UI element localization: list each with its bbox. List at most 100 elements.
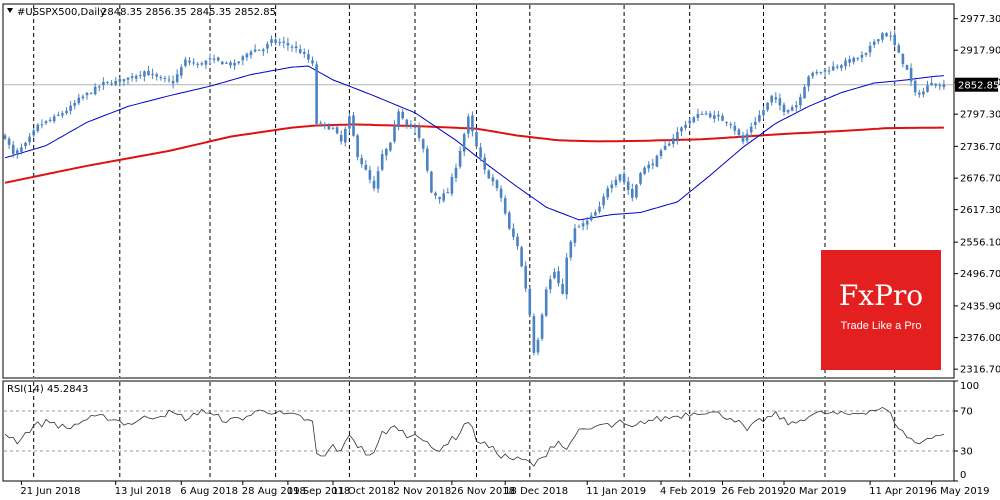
candle (704, 110, 708, 116)
candle (688, 118, 691, 127)
candle-body (442, 193, 445, 201)
candle (200, 61, 204, 67)
candle (417, 122, 421, 142)
candle (159, 75, 163, 81)
candle (114, 77, 117, 86)
candle-body (713, 115, 716, 119)
menu-triangle-icon[interactable] (7, 8, 13, 13)
candle-body (831, 66, 835, 71)
candle-body (93, 86, 97, 95)
candle (594, 209, 597, 216)
candle (692, 116, 696, 124)
x-tick-label: 19 Sep 2018 (287, 486, 350, 497)
candle (913, 77, 917, 96)
candle-body (426, 148, 429, 171)
candle-body (446, 192, 450, 194)
candle (922, 87, 925, 98)
y-tick-label: 2797.30 (960, 110, 1000, 121)
candle-body (848, 59, 851, 63)
candle (639, 172, 642, 186)
candle (57, 111, 60, 117)
candle-body (286, 42, 290, 46)
candle (749, 122, 753, 138)
rsi-tick-label: 100 (960, 381, 979, 392)
y-tick-label: 2676.70 (960, 174, 1000, 185)
candle-body (766, 102, 769, 110)
candle (659, 148, 663, 159)
candle-body (667, 143, 671, 146)
candle-body (754, 121, 757, 126)
candle (81, 94, 85, 101)
candle-body (24, 142, 27, 147)
candle-body (491, 177, 495, 182)
candle-body (823, 69, 827, 72)
candle-body (397, 111, 400, 127)
candle-body (368, 170, 372, 180)
y-tick-label: 2736.70 (960, 142, 1000, 153)
candle (298, 44, 302, 54)
candle-body (733, 125, 737, 131)
symbol-header: #USSPX500,Daily (17, 7, 106, 18)
candle (327, 123, 331, 131)
candle (663, 141, 667, 151)
candle (795, 100, 798, 112)
candle (786, 109, 790, 115)
candle-body (163, 78, 167, 80)
candle-body (639, 173, 642, 184)
candle-body (110, 83, 113, 85)
candle-body (69, 105, 72, 111)
candle-body (278, 42, 281, 43)
last-price-tag (955, 77, 998, 92)
candle (467, 113, 470, 139)
candle-body (450, 177, 454, 194)
candle (401, 109, 404, 120)
y-tick-label: 2917.90 (960, 46, 1000, 57)
candle-body (758, 115, 761, 122)
candle-body (401, 111, 404, 119)
candle-body (130, 76, 134, 78)
candle (778, 93, 782, 111)
candle (655, 154, 659, 168)
candle-body (409, 124, 413, 127)
candle-body (237, 61, 240, 64)
candle-body (651, 163, 655, 166)
candle (848, 55, 851, 67)
candle-body (631, 188, 634, 198)
candle-body (692, 117, 696, 123)
y-tick-label: 2316.70 (960, 365, 1000, 376)
candle-body (204, 60, 208, 65)
candle-body (458, 151, 462, 167)
candle (266, 41, 269, 54)
candle (471, 111, 474, 137)
candle-body (48, 119, 52, 121)
candle-body (495, 180, 499, 189)
candle-body (245, 53, 249, 58)
candle-body (774, 97, 778, 100)
candle-body (815, 72, 819, 74)
candle-body (184, 59, 187, 66)
candle-body (684, 124, 687, 128)
candle-body (44, 121, 48, 124)
candle-body (934, 83, 937, 86)
candle (598, 201, 601, 214)
rsi-line (4, 406, 945, 467)
candle (540, 312, 544, 341)
candle (225, 61, 228, 64)
candle-body (40, 124, 44, 126)
candle (307, 49, 310, 63)
candle (840, 63, 843, 72)
candle (208, 53, 212, 64)
candle-body (57, 114, 60, 116)
x-tick-label: 26 Feb 2019 (722, 486, 784, 497)
candle (508, 210, 511, 231)
candle (368, 165, 372, 184)
candle-body (893, 35, 896, 45)
candle (98, 85, 101, 92)
candle-body (704, 113, 708, 115)
candle-body (188, 60, 191, 63)
candle-body (561, 284, 564, 294)
candle (32, 128, 35, 138)
candle-body (790, 107, 794, 111)
candle (44, 120, 48, 125)
candle-body (52, 116, 56, 122)
